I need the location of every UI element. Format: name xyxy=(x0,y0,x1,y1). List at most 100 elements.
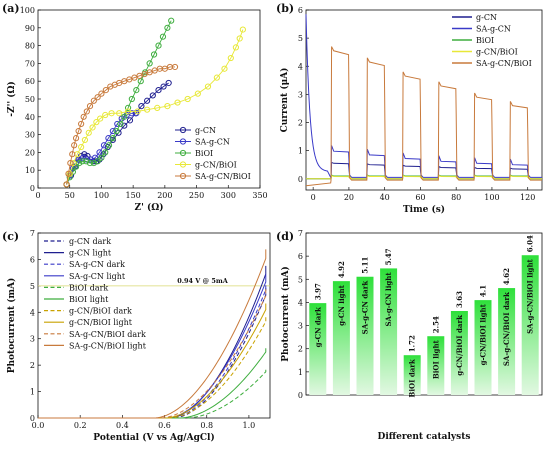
panel-c-y-tick-label: 0 xyxy=(30,414,35,423)
panel-a-data-point xyxy=(102,87,109,94)
panel-a-legend-marker xyxy=(179,161,187,168)
panel-a-data-point xyxy=(124,104,132,112)
panel-a-x-tick-label: 250 xyxy=(189,191,204,200)
panel-a-data-point xyxy=(71,142,78,149)
panel-b-y-tick-label: 3 xyxy=(298,90,303,99)
panel-c-legend-label: g-CN light xyxy=(69,249,112,258)
panel-a-data-point xyxy=(143,106,151,113)
panel-d-y-tick-label: 6 xyxy=(298,252,303,261)
panel-b-x-axis-label: Time (s) xyxy=(403,204,445,215)
panel-a-x-tick-label: 50 xyxy=(65,191,75,200)
panel-a-data-point xyxy=(80,113,87,120)
panel-a-data-point xyxy=(154,104,161,112)
panel-a-data-point xyxy=(134,108,141,115)
panel-a-legend-label: SA-g-CN xyxy=(195,138,230,147)
panel-b-x-tick-label: 80 xyxy=(451,193,461,202)
panel-a-data-point xyxy=(239,26,246,33)
panel-d-bar-value-label: 2.54 xyxy=(431,316,440,333)
panel-a-data-point xyxy=(150,51,158,58)
panel-d-bar xyxy=(380,268,398,395)
panel-c-legend-label: SA-g-CN/BiOI dark xyxy=(69,330,146,339)
panel-a-data-point xyxy=(121,113,128,120)
panel-c-series-line xyxy=(38,249,267,419)
panel-c-legend-label: g-CN/BiOI light xyxy=(69,318,133,327)
panel-d-y-tick-label: 2 xyxy=(298,345,303,354)
panel-c-legend-label: g-CN dark xyxy=(69,237,111,246)
panel-b-label: (b) xyxy=(276,2,294,15)
panel-a-data-point xyxy=(76,159,83,167)
panel-a-data-point xyxy=(126,117,134,124)
panel-d-bar xyxy=(521,255,539,395)
panel-a-data-point xyxy=(117,120,124,128)
panel-d-bar-value-label: 4.1 xyxy=(479,285,488,297)
panel-b-x-tick-label: 40 xyxy=(380,193,390,202)
panel-a-data-point xyxy=(97,115,104,122)
panel-b-y-tick-label: 1 xyxy=(298,147,303,156)
panel-a-legend-label: g-CN xyxy=(195,126,216,135)
panel-a-x-axis-label: Z' (Ω) xyxy=(135,202,164,213)
panel-d-bar-category-label: SA-g-CN dark xyxy=(361,281,370,335)
panel-a-data-point xyxy=(102,149,109,156)
panel-a-data-point xyxy=(79,158,86,165)
panel-a-data-point xyxy=(168,17,175,24)
panel-d-bar-value-label: 1.72 xyxy=(408,335,417,352)
panel-a-data-point xyxy=(75,127,82,135)
panel-a-data-point xyxy=(83,108,90,115)
panel-a-nyquist-plot: 0 50 100 150 200 250 300 350 0 10 20 30 40 50 60 70 80 90… xyxy=(6,6,268,213)
panel-b-x-tick-label: 120 xyxy=(520,193,535,202)
panel-a-legend-label: g-CN/BiOI xyxy=(195,161,237,170)
panel-a-data-point xyxy=(89,124,96,131)
panel-c-legend-label: BiOI light xyxy=(69,295,109,304)
panel-c-legend-label: SA-g-CN/BiOI light xyxy=(69,341,147,350)
panel-c-y-tick-label: 1 xyxy=(30,388,35,397)
panel-a-y-tick-label: 30 xyxy=(25,131,35,140)
panel-a-data-point xyxy=(102,111,109,119)
panel-a-x-tick-label: 150 xyxy=(126,191,141,200)
panel-a-x-tick-label: 100 xyxy=(94,191,109,200)
panel-b-y-tick-label: 5 xyxy=(298,34,303,43)
panel-d-y-tick-label: 5 xyxy=(298,275,303,284)
panel-a-data-point xyxy=(98,90,105,97)
panel-a-data-point xyxy=(85,129,92,136)
panel-a-data-point xyxy=(65,170,72,177)
panel-c-x-tick-label: 0.4 xyxy=(116,421,129,430)
panel-a-data-point xyxy=(165,79,172,87)
panel-b-x-tick-label: 20 xyxy=(344,193,354,202)
panel-a-data-point xyxy=(124,108,132,115)
panel-d-y-tick-label: 4 xyxy=(298,298,303,307)
panel-a-data-point xyxy=(109,127,116,135)
panel-a-data-point xyxy=(155,87,162,94)
panel-c-series-line xyxy=(38,316,267,419)
panel-b-legend-label: BiOI xyxy=(476,36,494,45)
panel-c-legend-label: BiOI dark xyxy=(69,283,108,292)
panel-b-x-tick-label: 60 xyxy=(415,193,425,202)
panel-a-data-point xyxy=(138,103,145,110)
panel-c-x-tick-label: 0.2 xyxy=(74,421,87,430)
panel-c-x-tick-label: 1.0 xyxy=(243,421,256,430)
panel-a-data-point xyxy=(105,142,113,149)
panel-a-data-point xyxy=(81,151,88,158)
panel-a-data-point xyxy=(108,110,115,117)
panel-a-data-point xyxy=(159,33,167,40)
panel-d-bar-category-label: SA-g-CN/BiOI light xyxy=(526,258,535,333)
panel-a-y-tick-label: 20 xyxy=(25,148,35,157)
panel-c-y-tick-label: 3 xyxy=(30,335,35,344)
panel-a-data-point xyxy=(204,83,212,90)
panel-a-data-point xyxy=(133,87,140,94)
panel-a-x-tick-label: 350 xyxy=(252,191,267,200)
panel-d-y-tick-label: 3 xyxy=(298,322,303,331)
panel-d-bar-value-label: 3.63 xyxy=(455,291,464,308)
panel-a-data-point xyxy=(70,159,77,167)
panel-a-data-point xyxy=(63,181,70,188)
panel-a-data-point xyxy=(98,154,105,161)
panel-b-y-tick-label: 4 xyxy=(298,62,303,71)
panel-a-data-point xyxy=(93,119,100,126)
panel-c-series-line xyxy=(38,369,267,419)
panel-a-data-point xyxy=(232,44,239,51)
panel-a-data-point xyxy=(76,156,83,163)
panel-a-legend-label: SA-g-CN/BiOI xyxy=(195,172,251,181)
panel-d-bar-category-label: g-CN/BiOI light xyxy=(479,303,488,365)
panel-c-label: (c) xyxy=(2,230,19,243)
panel-a-legend-marker xyxy=(179,149,187,157)
panel-d-bar xyxy=(450,310,468,395)
